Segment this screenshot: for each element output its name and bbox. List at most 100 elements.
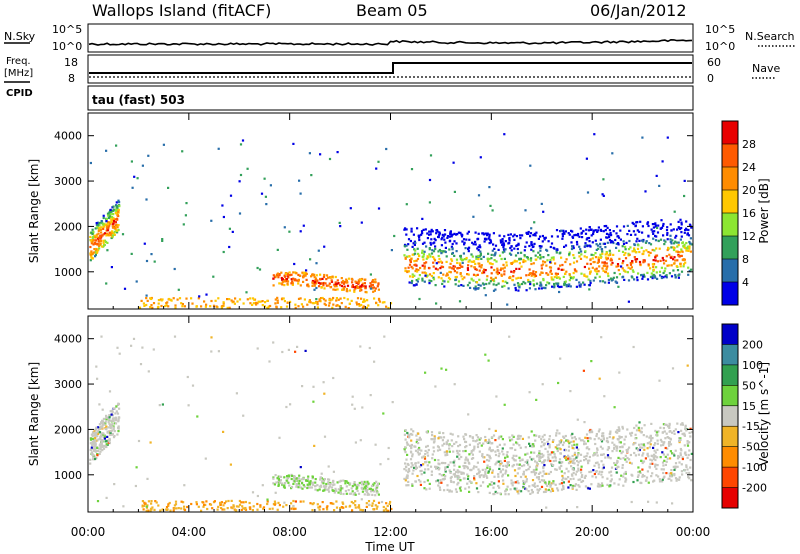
echo-cell bbox=[606, 272, 610, 275]
echo-cell bbox=[674, 449, 677, 452]
echo-cell bbox=[538, 452, 541, 455]
echo-cell bbox=[309, 301, 312, 304]
echo-cell bbox=[369, 273, 372, 276]
echo-cell bbox=[677, 274, 680, 277]
echo-cell bbox=[323, 478, 326, 481]
echo-cell bbox=[287, 477, 290, 480]
echo-cell bbox=[429, 230, 432, 233]
echo-cell bbox=[584, 436, 587, 439]
echo-cell bbox=[103, 423, 106, 426]
echo-cell bbox=[425, 488, 428, 491]
echo-cell bbox=[585, 238, 588, 241]
echo-cell bbox=[673, 432, 676, 435]
echo-cell bbox=[498, 254, 502, 257]
echo-cell bbox=[593, 438, 596, 441]
echo-cell bbox=[314, 279, 317, 282]
echo-cell bbox=[616, 460, 619, 463]
echo-cell bbox=[634, 258, 637, 261]
echo-cell bbox=[661, 478, 664, 481]
echo-cell bbox=[299, 230, 302, 233]
echo-cell bbox=[571, 474, 574, 477]
echo-cell bbox=[488, 440, 491, 443]
echo-cell bbox=[463, 276, 466, 279]
echo-cell bbox=[410, 230, 413, 233]
echo-cell bbox=[357, 484, 360, 487]
echo-cell bbox=[195, 305, 198, 308]
echo-cell bbox=[308, 300, 311, 303]
echo-cell bbox=[441, 233, 444, 236]
echo-cell bbox=[417, 442, 420, 445]
echo-cell bbox=[583, 273, 586, 276]
echo-cell bbox=[539, 273, 542, 276]
echo-cell bbox=[412, 469, 415, 472]
echo-cell bbox=[621, 267, 624, 270]
echo-cell bbox=[552, 451, 555, 454]
echo-cell bbox=[690, 479, 693, 482]
echo-cell bbox=[630, 500, 633, 504]
echo-cell bbox=[619, 436, 622, 439]
echo-cell bbox=[552, 246, 555, 249]
echo-cell bbox=[532, 234, 535, 237]
echo-cell bbox=[680, 449, 683, 452]
echo-cell bbox=[376, 285, 379, 288]
echo-cell bbox=[555, 229, 559, 232]
echo-cell bbox=[506, 281, 509, 285]
echo-cell bbox=[353, 483, 357, 486]
colorbar-segment bbox=[722, 236, 738, 260]
echo-cell bbox=[624, 470, 627, 474]
echo-cell bbox=[490, 481, 493, 484]
colorbar-tick-label: 50 bbox=[742, 379, 756, 392]
echo-cell bbox=[562, 441, 566, 444]
echo-cell bbox=[614, 463, 617, 466]
echo-cell bbox=[509, 439, 512, 442]
echo-cell bbox=[475, 268, 478, 271]
echo-cell bbox=[147, 370, 150, 373]
echo-cell bbox=[527, 278, 530, 282]
echo-cell bbox=[423, 241, 426, 244]
echo-cell bbox=[429, 233, 432, 236]
echo-cell bbox=[112, 428, 115, 431]
echo-cell bbox=[540, 267, 543, 270]
echo-cell bbox=[543, 472, 546, 475]
echo-cell bbox=[628, 446, 631, 449]
echo-cell bbox=[450, 475, 453, 479]
echo-cell bbox=[545, 472, 548, 475]
echo-cell bbox=[666, 136, 669, 139]
echo-cell bbox=[317, 249, 320, 252]
echo-cell bbox=[442, 235, 445, 238]
echo-cell bbox=[540, 245, 543, 248]
echo-cell bbox=[456, 271, 459, 274]
echo-cell bbox=[467, 230, 470, 233]
echo-cell bbox=[563, 436, 566, 439]
echo-cell bbox=[145, 303, 148, 307]
echo-cell bbox=[628, 461, 632, 464]
echo-cell bbox=[563, 282, 566, 285]
echo-cell bbox=[666, 447, 669, 450]
echo-cell bbox=[466, 232, 469, 235]
echo-cell bbox=[573, 462, 576, 465]
echo-cell bbox=[626, 264, 629, 267]
echo-cell bbox=[679, 437, 682, 440]
echo-cell bbox=[648, 465, 651, 468]
echo-cell bbox=[530, 257, 533, 260]
echo-cell bbox=[90, 433, 93, 436]
echo-cell bbox=[374, 494, 377, 497]
echo-cell bbox=[342, 479, 345, 482]
echo-cell bbox=[92, 447, 95, 450]
echo-cell bbox=[525, 488, 528, 491]
echo-cell bbox=[414, 249, 417, 252]
echo-cell bbox=[587, 229, 590, 232]
echo-cell bbox=[106, 241, 109, 244]
echo-cell bbox=[630, 266, 633, 269]
echo-cell bbox=[613, 446, 616, 449]
echo-cell bbox=[519, 258, 522, 261]
echo-cell bbox=[470, 449, 473, 453]
echo-cell bbox=[145, 509, 148, 512]
echo-cell bbox=[214, 299, 217, 302]
echo-cell bbox=[458, 465, 461, 468]
echo-cell bbox=[287, 276, 290, 279]
echo-cell bbox=[689, 237, 692, 240]
echo-cell bbox=[494, 450, 497, 453]
echo-cell bbox=[297, 477, 300, 480]
echo-cell bbox=[107, 439, 110, 442]
